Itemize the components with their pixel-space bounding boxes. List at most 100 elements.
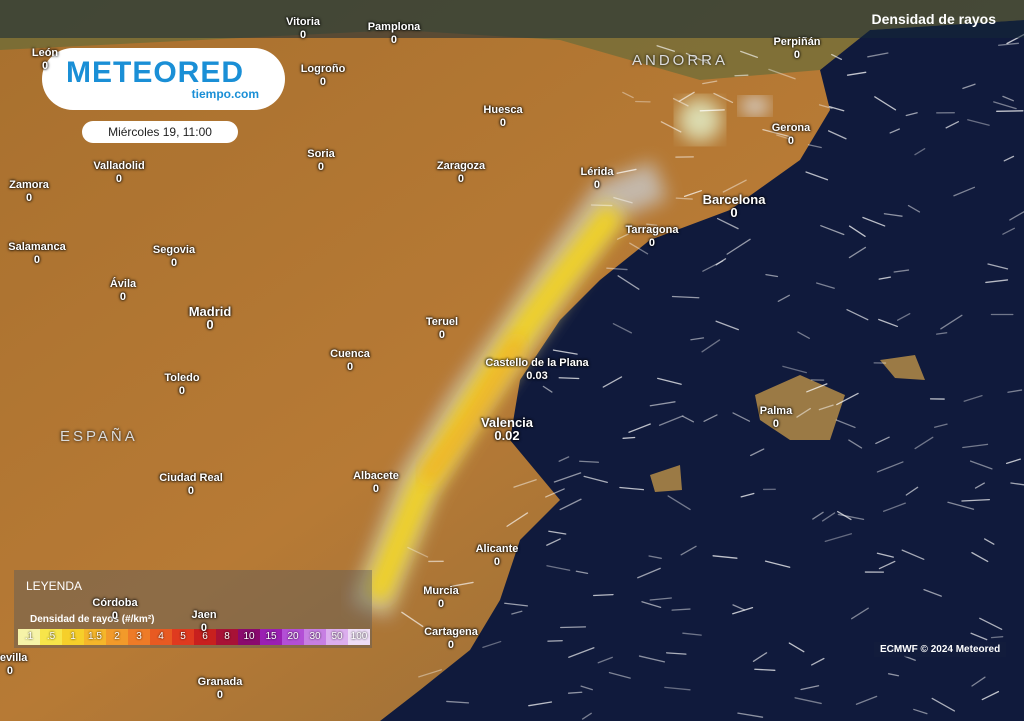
wind-streak — [812, 511, 824, 520]
legend-stop: 20 — [282, 629, 304, 645]
city-label: Salamanca 0 — [8, 241, 65, 267]
city-value: 0 — [447, 639, 455, 651]
city-name: Castello de la Plana — [485, 357, 589, 369]
wind-streak — [970, 632, 988, 641]
wind-streak — [628, 423, 651, 433]
wind-streak — [546, 538, 561, 546]
city-value: 0 — [119, 291, 127, 303]
wind-streak — [575, 570, 589, 575]
wind-streak — [867, 52, 889, 58]
wind-streak — [967, 119, 990, 126]
city-label: Pamplona 0 — [368, 21, 421, 47]
wind-streak — [935, 332, 948, 335]
wind-streak — [734, 74, 749, 77]
city-value: 0 — [319, 76, 327, 88]
wind-streak — [931, 697, 956, 712]
wind-streak — [971, 676, 986, 687]
wind-streak — [1002, 227, 1015, 235]
city-name: Córdoba — [92, 597, 138, 609]
wind-streak — [690, 337, 705, 341]
city-value: 0.03 — [526, 370, 548, 382]
wind-streak — [658, 415, 684, 426]
wind-streak — [776, 134, 793, 141]
wind-streak — [878, 276, 892, 280]
city-label: León 0 — [32, 47, 58, 73]
wind-streak — [548, 530, 567, 535]
wind-streak — [983, 538, 995, 545]
city-label: Perpiñán 0 — [773, 36, 820, 62]
wind-streak — [875, 436, 890, 445]
city-value: 0 — [390, 34, 398, 46]
city-label: Alicante 0 — [476, 543, 519, 569]
layer-name[interactable]: Densidad de rayos — [871, 11, 997, 27]
city-name: Madrid — [188, 304, 232, 319]
wind-streak — [777, 294, 790, 302]
city-label: Teruel 0 — [426, 316, 458, 342]
legend-bar: .1.5 1 1.5 2 3 4 5 6 8 10 15 20 30 50 100 — [18, 629, 370, 645]
city-value: 0 — [200, 622, 208, 634]
wind-streak — [649, 597, 672, 601]
wind-streak — [754, 668, 776, 671]
city-label: Ciudad Real 0 — [159, 472, 223, 498]
wind-streak — [876, 461, 904, 473]
legend-stop: 1 — [62, 629, 84, 645]
legend-stop: .1 — [18, 629, 40, 645]
city-label: Sevilla0 — [0, 652, 27, 678]
wind-streak — [752, 652, 768, 662]
wind-streak — [648, 555, 662, 559]
wind-streak — [896, 313, 911, 321]
city-name: Lérida — [580, 166, 614, 178]
wind-streak — [666, 652, 687, 655]
city-name: Cartagena — [424, 626, 478, 638]
city-value: 0 — [25, 192, 33, 204]
wind-streak — [616, 233, 630, 240]
wind-streak — [740, 492, 755, 498]
wind-streak — [883, 213, 903, 217]
wind-streak — [703, 414, 718, 422]
city-label: Zaragoza 0 — [437, 160, 485, 186]
wind-streak — [606, 267, 628, 271]
date[interactable]: Miércoles 19, 11:00 — [82, 121, 238, 143]
wind-streak — [546, 565, 571, 571]
city-name: Salamanca — [8, 241, 66, 253]
wind-streak — [407, 546, 429, 558]
wind-streak — [713, 92, 734, 104]
wind-streak — [831, 53, 843, 61]
city-label: Soria 0 — [307, 148, 335, 174]
city-value: 0 — [41, 60, 49, 72]
city-label: Lérida 0 — [580, 166, 613, 192]
wind-streak — [590, 204, 613, 207]
wind-streak — [1007, 389, 1023, 393]
city-label: Granada 0 — [198, 676, 243, 702]
legend-stop: 30 — [304, 629, 326, 645]
wind-streak — [762, 129, 791, 138]
city-name: Logroño — [300, 63, 346, 75]
city-value: 0 — [33, 254, 41, 266]
logo-subtext: tiempo.com — [191, 87, 259, 101]
wind-streak — [545, 488, 565, 498]
city-name: Murcia — [423, 585, 459, 597]
wind-streak — [962, 83, 976, 90]
wind-streak — [979, 617, 1003, 630]
wind-streak — [656, 45, 676, 52]
legend-stop: 3 — [128, 629, 150, 645]
wind-streak — [821, 512, 836, 522]
city-value: 0 — [111, 610, 119, 622]
wind-streak — [1010, 482, 1024, 486]
wind-streak — [820, 225, 845, 236]
logo[interactable]: METEORED tiempo.com — [42, 48, 285, 110]
wind-streak — [418, 669, 442, 678]
wind-streak — [672, 97, 689, 107]
wind-streak — [579, 460, 600, 463]
city-name: Granada — [197, 676, 243, 688]
wind-streak — [553, 472, 582, 483]
wind-streak — [923, 588, 942, 597]
city-label: Castello de la Plana 0.03 — [485, 357, 588, 383]
wind-streak — [974, 482, 985, 489]
wind-streak — [855, 695, 878, 705]
region-label: ANDORRA — [632, 52, 729, 69]
legend-stop: 1.5 — [84, 629, 106, 645]
wind-streak — [528, 701, 553, 707]
